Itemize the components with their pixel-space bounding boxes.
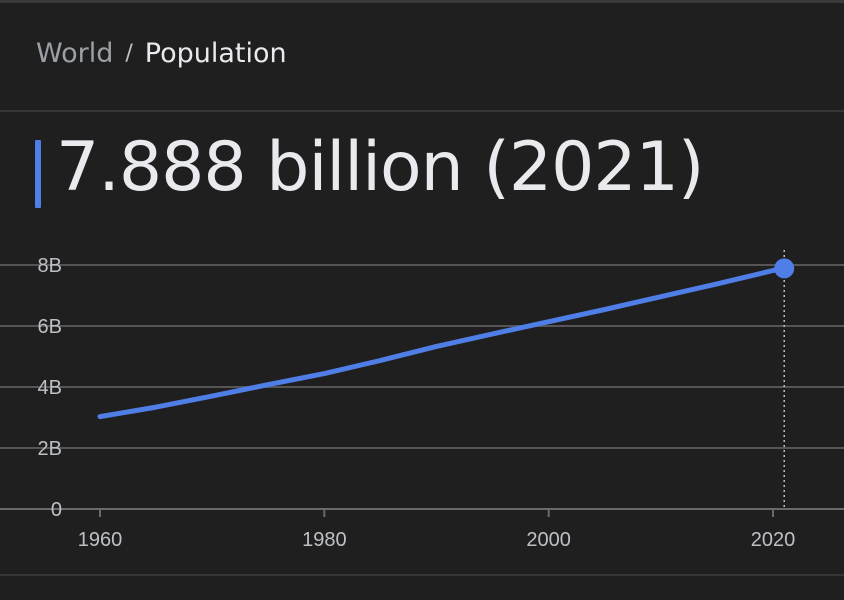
y-tick-label: 2B bbox=[38, 438, 62, 460]
y-tick-label: 4B bbox=[38, 377, 62, 399]
breadcrumb: World / Population bbox=[36, 38, 287, 69]
x-tick-label: 1980 bbox=[302, 529, 347, 551]
breadcrumb-current: Population bbox=[144, 38, 287, 69]
breadcrumb-world-link[interactable]: World bbox=[36, 38, 114, 69]
population-line bbox=[97, 265, 787, 420]
y-tick-label: 0 bbox=[51, 499, 62, 521]
chart-series bbox=[97, 250, 795, 509]
x-axis-ticks: 1960 1980 2000 2020 bbox=[78, 509, 796, 551]
value-accent-bar bbox=[35, 140, 41, 208]
top-divider bbox=[0, 0, 844, 3]
x-tick-label: 2000 bbox=[526, 529, 571, 551]
y-tick-label: 8B bbox=[38, 255, 62, 277]
x-tick-label: 1960 bbox=[78, 529, 123, 551]
headline-value: 7.888 billion (2021) bbox=[56, 128, 704, 207]
highlight-point bbox=[774, 258, 795, 279]
y-tick-label: 6B bbox=[38, 316, 62, 338]
chart-gridlines bbox=[0, 264, 844, 510]
bottom-divider bbox=[0, 574, 844, 576]
header-divider bbox=[0, 110, 844, 112]
y-axis-ticks: 0 2B 4B 6B 8B bbox=[38, 255, 62, 521]
x-tick-label: 2020 bbox=[751, 529, 796, 551]
breadcrumb-separator: / bbox=[125, 41, 133, 66]
